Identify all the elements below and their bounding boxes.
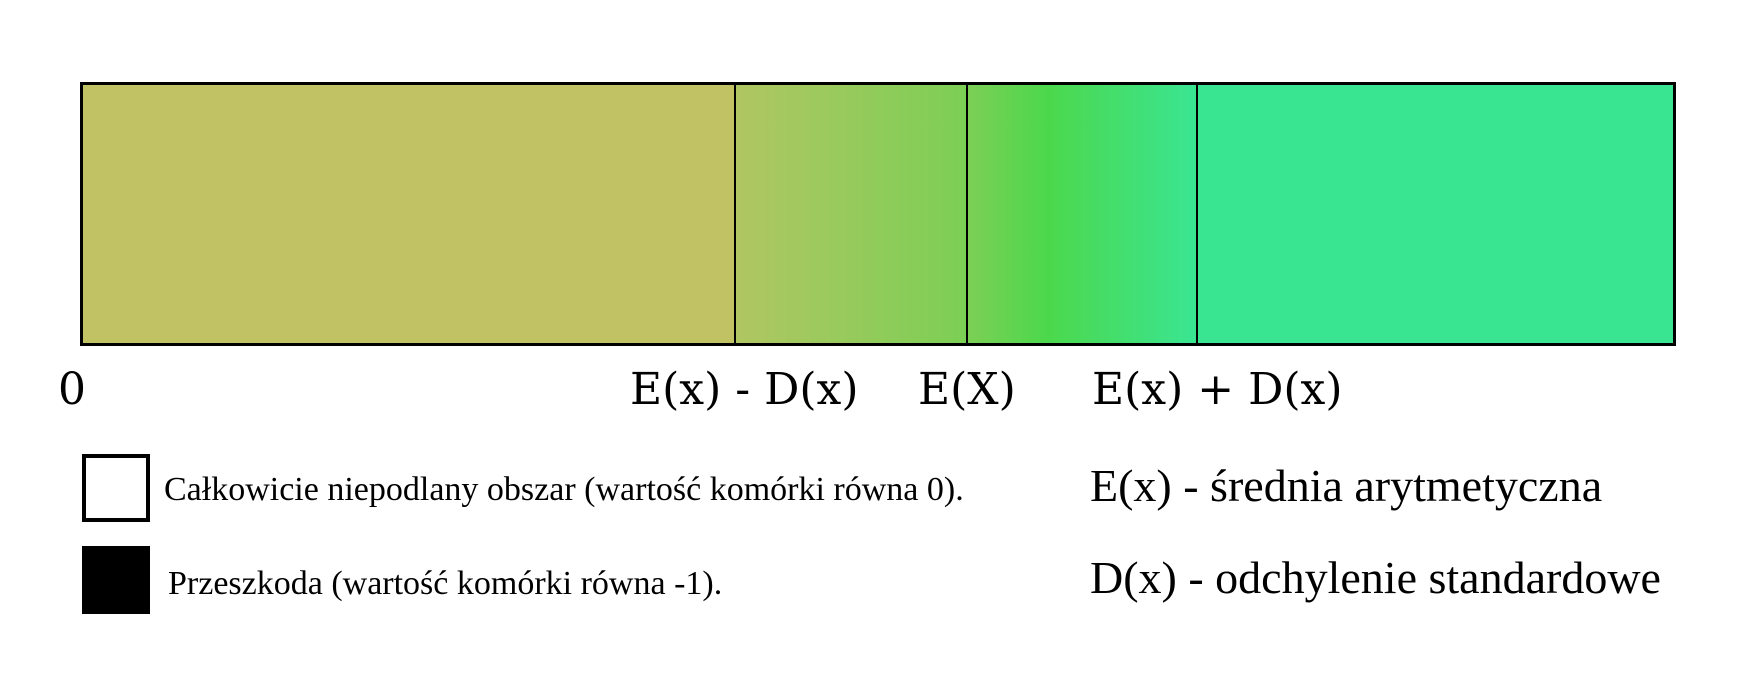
scale-segment-below-mean-minus-std [83,85,734,343]
axis-label-zero: 0 [58,364,86,415]
definition-mean: E(x) - średnia arytmetyczna [1090,460,1603,511]
axis-label-mean-plus-std: E(x) + D(x) [1092,364,1343,415]
definition-std: D(x) - odchylenie standardowe [1090,552,1661,603]
axis-label-mean-minus-std: E(x) - D(x) [630,364,859,415]
scale-segment-above-mean-plus-std [1196,85,1673,343]
legend-empty-swatch [82,454,150,522]
legend-obstacle-label: Przeszkoda (wartość komórki równa -1). [168,565,723,602]
scale-segment-mean-to-mean-plus-std [966,85,1196,343]
legend-obstacle-swatch [82,546,150,614]
legend-empty-label: Całkowicie niepodlany obszar (wartość ko… [164,471,964,508]
axis-label-mean: E(X) [918,364,1016,415]
color-scale-bar [80,82,1676,346]
scale-segment-mean-minus-std-to-mean [734,85,966,343]
